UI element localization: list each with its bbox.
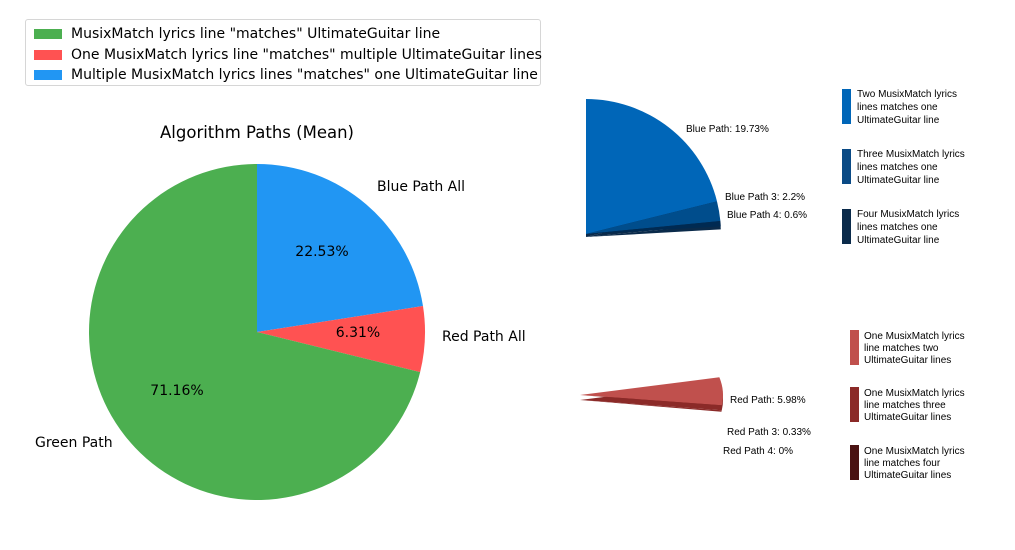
red-detail-legend-swatch-2: [850, 445, 859, 480]
legend-label-blue: Multiple MusixMatch lyrics lines "matche…: [71, 67, 538, 83]
red-detail-legend-swatch-1: [850, 387, 859, 422]
red-detail-legend-swatch-0: [850, 330, 859, 365]
red-detail-slice-1: [580, 395, 722, 407]
legend-swatch-red: [34, 49, 62, 60]
red-detail-slice-0: [580, 377, 723, 406]
pie-slice-label-0: Blue Path All: [377, 179, 465, 195]
pie-slice-pct-1: 6.31%: [336, 325, 380, 341]
legend-swatch-blue: [34, 70, 62, 80]
pie-slice-2: [89, 164, 421, 500]
red-detail-label-2: Red Path 4: 0%: [723, 446, 793, 457]
red-detail-legend-text-2-0: One MusixMatch lyrics: [864, 446, 965, 457]
blue-detail-legend-text-2-1: lines matches one: [857, 222, 938, 233]
blue-detail-slice-0: [586, 99, 717, 234]
blue-detail-legend-text-0-1: lines matches one: [857, 102, 938, 113]
legend-item-blue: Multiple MusixMatch lyrics lines "matche…: [34, 66, 538, 84]
legend-label-red: One MusixMatch lyrics line "matches" mul…: [71, 46, 542, 63]
red-detail-legend-text-0-2: UltimateGuitar lines: [864, 355, 951, 366]
pie-slice-0: [257, 164, 423, 332]
blue-detail-slice-1: [586, 201, 721, 234]
red-detail-slice-depth-1: [580, 400, 722, 412]
blue-detail-legend-text-0-2: UltimateGuitar line: [857, 115, 940, 126]
blue-detail-legend-swatch-1: [842, 149, 851, 184]
blue-detail-label-1: Blue Path 3: 2.2%: [725, 192, 805, 203]
red-detail-legend-text-1-2: UltimateGuitar lines: [864, 412, 951, 423]
pie-slice-label-1: Red Path All: [442, 329, 526, 345]
red-detail-legend-text-2-1: line matches four: [864, 458, 941, 469]
red-detail-label-1: Red Path 3: 0.33%: [727, 427, 811, 438]
chart-title: Algorithm Paths (Mean): [160, 123, 354, 142]
legend-swatch-green: [34, 29, 62, 39]
pie-slice-pct-0: 22.53%: [295, 244, 348, 260]
legend-label-green: MusixMatch lyrics line "matches" Ultimat…: [71, 26, 441, 42]
blue-detail-label-0: Blue Path: 19.73%: [686, 124, 769, 135]
chart-legend: MusixMatch lyrics line "matches" Ultimat…: [25, 19, 542, 86]
blue-detail-legend-text-1-1: lines matches one: [857, 162, 938, 173]
red-detail-label-0: Red Path: 5.98%: [730, 395, 806, 406]
blue-detail-legend-text-2-0: Four MusixMatch lyrics: [857, 209, 959, 220]
red-detail-legend-text-0-1: line matches two: [864, 343, 939, 354]
legend-item-green: MusixMatch lyrics line "matches" Ultimat…: [34, 25, 440, 43]
pie-slice-pct-2: 71.16%: [150, 383, 203, 399]
blue-detail-legend-text-1-0: Three MusixMatch lyrics: [857, 149, 965, 160]
legend-item-red: One MusixMatch lyrics line "matches" mul…: [34, 46, 542, 64]
red-detail-legend-text-0-0: One MusixMatch lyrics: [864, 331, 965, 342]
red-detail-legend-text-1-0: One MusixMatch lyrics: [864, 388, 965, 399]
blue-detail-label-2: Blue Path 4: 0.6%: [727, 210, 807, 221]
red-detail-legend-text-1-1: line matches three: [864, 400, 946, 411]
pie-slice-1: [257, 306, 425, 373]
red-detail-legend-text-2-2: UltimateGuitar lines: [864, 470, 951, 481]
pie-slice-label-2: Green Path: [35, 435, 113, 451]
blue-detail-legend-text-0-0: Two MusixMatch lyrics: [857, 89, 957, 100]
blue-detail-legend-text-1-2: UltimateGuitar line: [857, 175, 940, 186]
blue-detail-legend-swatch-0: [842, 89, 851, 124]
blue-detail-legend-text-2-2: UltimateGuitar line: [857, 235, 940, 246]
blue-detail-slice-2: [586, 221, 721, 234]
blue-detail-legend-swatch-2: [842, 209, 851, 244]
